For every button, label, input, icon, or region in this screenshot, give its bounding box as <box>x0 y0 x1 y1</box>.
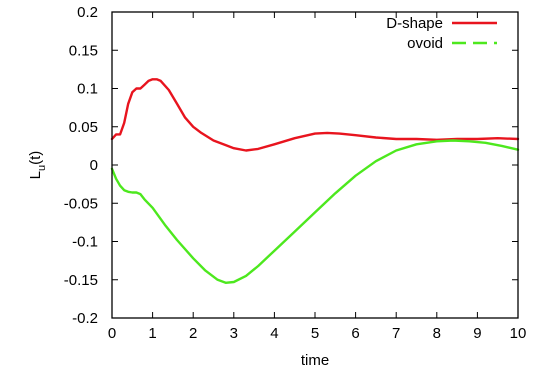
y-axis-title-suffix: (t) <box>27 151 44 165</box>
y-axis-title-subscript: u <box>36 165 48 171</box>
y-tick-label-8: 0.2 <box>77 4 98 21</box>
ticks-layer: 0 1 2 3 4 5 6 7 8 9 10 -0.2 -0.15 -0.1 -0.05 0 0.05 0.1 0.… <box>64 4 527 342</box>
series-line-ovoid <box>110 139 520 284</box>
y-tick-label-3: -0.05 <box>64 195 98 212</box>
x-tick-label-1: 1 <box>148 325 156 342</box>
x-tick-label-10: 10 <box>510 325 527 342</box>
legend-label-ovoid: ovoid <box>407 35 443 52</box>
plot-frame <box>111 11 519 319</box>
legend-label-d-shape: D-shape <box>386 15 443 32</box>
y-axis-title: Lu(t) <box>27 151 48 180</box>
x-tick-label-7: 7 <box>392 325 400 342</box>
y-tick-label-5: 0.05 <box>69 119 98 136</box>
x-tick-label-6: 6 <box>351 325 359 342</box>
y-tick-label-1: -0.15 <box>64 272 98 289</box>
x-tick-label-8: 8 <box>433 325 441 342</box>
x-tick-label-2: 2 <box>189 325 197 342</box>
y-axis-title-main: L <box>27 171 44 179</box>
x-tick-label-0: 0 <box>108 325 116 342</box>
x-tick-label-3: 3 <box>230 325 238 342</box>
y-tick-label-7: 0.15 <box>69 42 98 59</box>
x-tick-label-5: 5 <box>311 325 319 342</box>
y-tick-label-6: 0.1 <box>77 81 98 98</box>
y-tick-label-4: 0 <box>90 157 98 174</box>
x-tick-label-9: 9 <box>473 325 481 342</box>
x-tick-label-4: 4 <box>270 325 278 342</box>
series-layer <box>110 78 520 284</box>
y-tick-label-2: -0.1 <box>72 234 98 251</box>
legend: D-shape ovoid <box>386 15 497 52</box>
y-tick-label-0: -0.2 <box>72 310 98 327</box>
x-axis-title: time <box>301 352 329 369</box>
series-line-d-shape <box>110 78 520 152</box>
